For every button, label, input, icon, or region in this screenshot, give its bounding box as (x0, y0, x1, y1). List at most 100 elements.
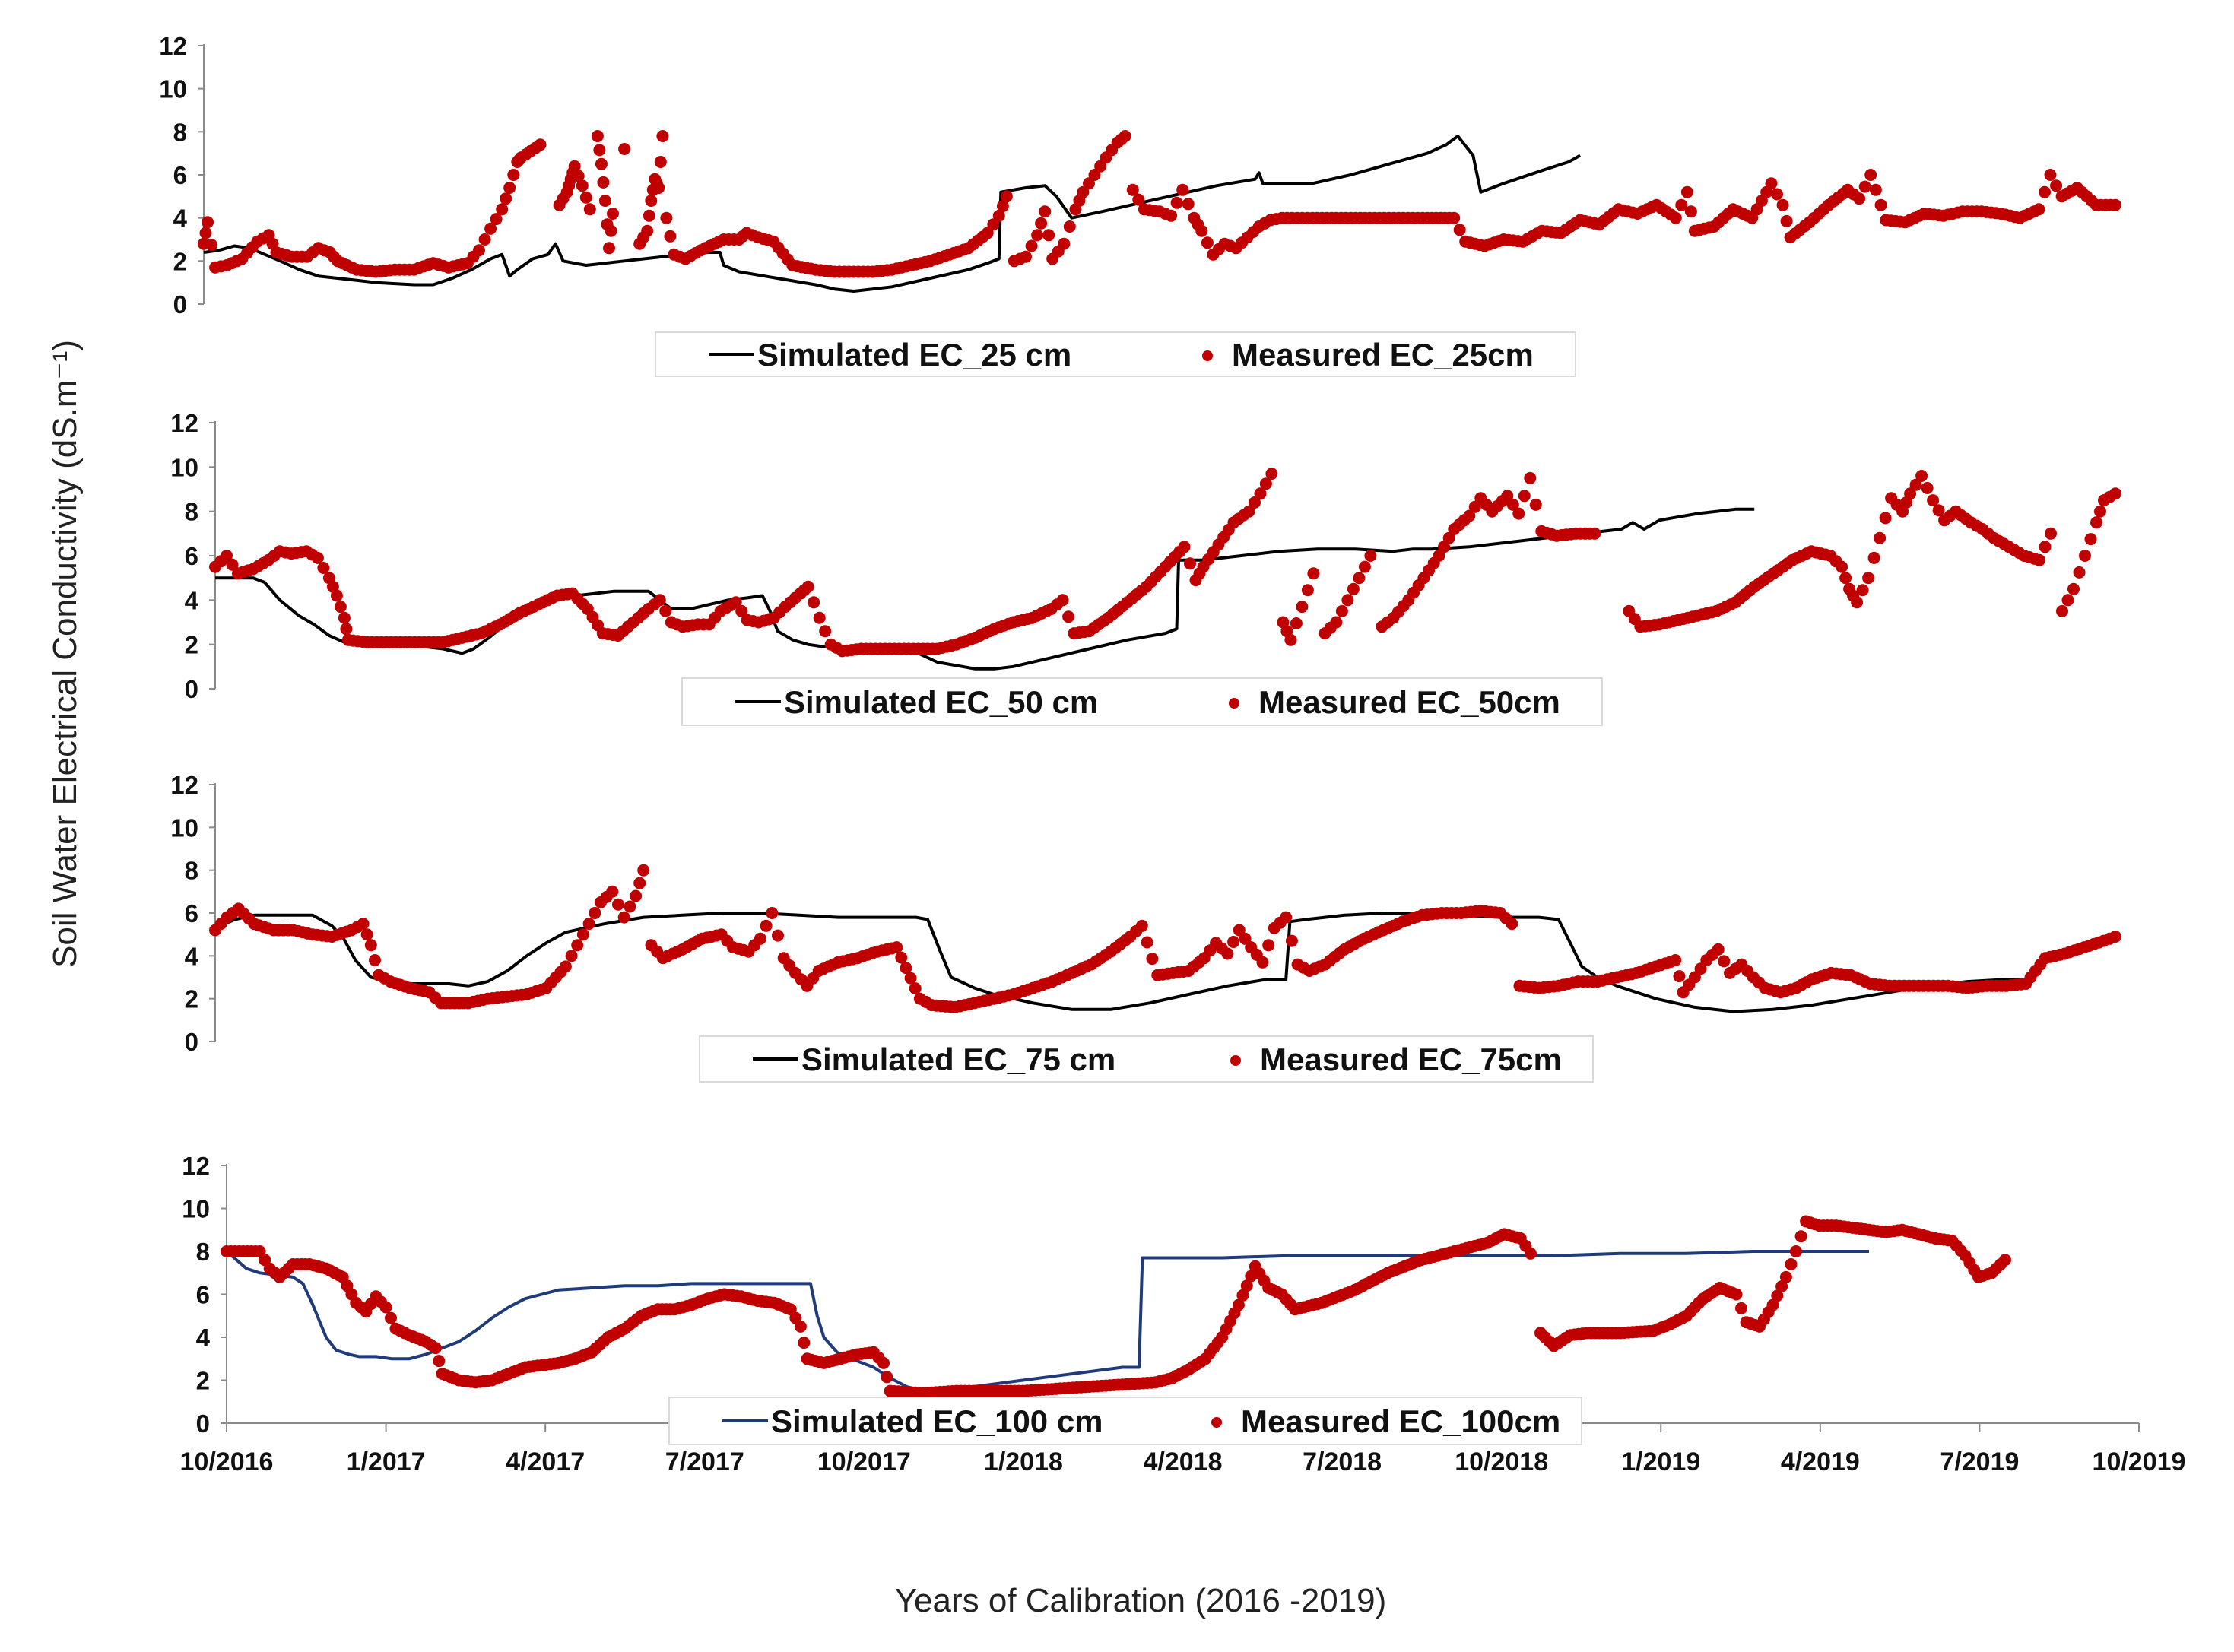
data-point (595, 157, 608, 170)
data-point (1201, 236, 1214, 249)
data-point (1864, 169, 1877, 181)
data-point (199, 227, 212, 239)
data-point (659, 604, 672, 617)
data-point (813, 611, 826, 624)
data-point (490, 213, 503, 226)
x-tick-label: 10/2016 (180, 1447, 274, 1476)
data-point (1921, 482, 1934, 494)
data-point (1358, 560, 1371, 573)
legend-box (681, 677, 1603, 726)
data-point (1775, 1280, 1788, 1293)
data-point (1195, 224, 1208, 237)
data-point (1524, 1247, 1537, 1260)
data-point (1785, 1258, 1798, 1270)
y-tick-label: 12 (170, 409, 198, 437)
data-point (1165, 209, 1178, 222)
data-point (1353, 572, 1366, 585)
data-point (1364, 550, 1377, 562)
data-point (1765, 177, 1778, 190)
y-tick-label: 4 (196, 1324, 211, 1352)
data-point (641, 224, 654, 237)
data-point (652, 182, 665, 194)
data-point (1790, 1245, 1802, 1257)
legend-label-simulated: Simulated EC_50 cm (784, 684, 1098, 720)
data-point (1851, 596, 1864, 609)
data-point (1669, 954, 1682, 966)
data-point (340, 623, 353, 636)
y-tick-label: 8 (185, 498, 198, 526)
legend-box (655, 331, 1576, 377)
data-point (2061, 594, 2074, 607)
y-tick-label: 10 (170, 453, 198, 481)
data-point (1239, 932, 1252, 945)
data-point (591, 130, 604, 142)
data-point (1512, 507, 1525, 520)
y-tick-label: 6 (185, 899, 198, 927)
data-point (1062, 610, 1075, 623)
data-point (2033, 553, 2045, 566)
data-point (1771, 1289, 1784, 1302)
y-tick-label: 2 (196, 1367, 210, 1395)
data-point (311, 551, 324, 564)
data-point (598, 195, 611, 207)
legend: Simulated EC_100 cm Measured EC_100cm (668, 1397, 1582, 1445)
data-point (2109, 487, 2121, 500)
y-axis-title: Soil Water Electrical Conductivity (dS.m… (46, 340, 84, 968)
data-point (1501, 490, 1514, 503)
data-point (500, 192, 512, 205)
data-point (735, 604, 748, 617)
data-point (1524, 471, 1537, 484)
data-point (364, 939, 377, 952)
legend-marker-swatch (1211, 1417, 1222, 1428)
data-point (1176, 183, 1189, 196)
series-line-simulated-ec_100-cm (225, 1250, 1869, 1393)
legend-label-measured: Measured EC_25cm (1232, 337, 1534, 373)
data-point (2056, 604, 2068, 617)
y-tick-label: 2 (173, 247, 187, 275)
data-point (1182, 198, 1195, 211)
data-point (1330, 616, 1343, 629)
data-point (895, 951, 908, 964)
data-point (766, 907, 779, 919)
data-point (503, 182, 516, 194)
data-point (656, 130, 669, 142)
data-point (1694, 962, 1707, 975)
panel-75cm: 0 2 4 6 8 10 12 Simulated EC_75 cm Measured EC_7… (170, 771, 2121, 1083)
y-tick-label: 2 (185, 985, 198, 1013)
data-point (664, 230, 677, 243)
data-point (202, 216, 214, 229)
data-point (1932, 504, 1945, 517)
data-point (1236, 1289, 1249, 1302)
data-point (1000, 190, 1013, 203)
x-axis-title: Years of Calibration (2016 -2019) (895, 1582, 1387, 1619)
data-point (334, 601, 347, 614)
data-point (900, 962, 912, 975)
data-point (1506, 918, 1518, 931)
data-point (221, 550, 233, 562)
data-point (534, 138, 547, 151)
legend: Simulated EC_50 cm Measured EC_50cm (681, 677, 1603, 726)
data-point (478, 233, 491, 246)
data-point (1146, 953, 1159, 966)
data-point (1688, 971, 1701, 984)
data-point (2094, 505, 2106, 518)
data-point (1184, 557, 1196, 570)
y-tick-label: 12 (170, 771, 198, 799)
data-point (1853, 192, 1866, 205)
data-point (1254, 487, 1267, 500)
data-point (583, 203, 596, 216)
data-point (579, 191, 592, 204)
y-tick-label: 4 (185, 586, 199, 614)
data-point (1058, 237, 1071, 250)
data-point (2045, 527, 2057, 540)
legend: Simulated EC_25 cm Measured EC_25cm (655, 331, 1576, 377)
data-point (637, 864, 650, 877)
data-point (2067, 582, 2080, 595)
data-point (1284, 633, 1297, 646)
data-point (226, 558, 239, 571)
data-point (1779, 1270, 1792, 1283)
data-point (1766, 1298, 1779, 1311)
x-tick-label: 7/2018 (1303, 1447, 1382, 1476)
data-point (1039, 205, 1052, 218)
data-point (2109, 198, 2121, 211)
